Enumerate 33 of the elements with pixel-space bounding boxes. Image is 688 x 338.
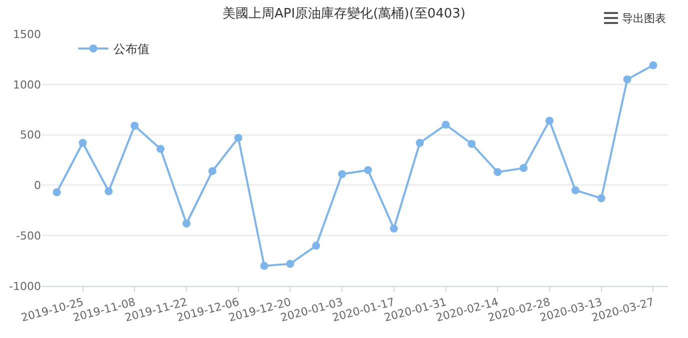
point (649, 61, 658, 70)
point (130, 122, 139, 130)
point (390, 224, 398, 233)
point (442, 120, 450, 129)
y-tick-label: -500 (16, 229, 41, 242)
y-tick-label: 1500 (13, 28, 41, 41)
point (156, 144, 165, 153)
text: 导出图表 (622, 12, 666, 25)
point (52, 188, 61, 196)
chart-title: 美國上周API原油庫存變化(萬桶)(至0403) (222, 6, 466, 22)
legend-label: 公布值 (113, 42, 150, 56)
point (571, 186, 580, 194)
point (182, 220, 190, 228)
point (312, 242, 320, 250)
y-tick-label: -1000 (9, 280, 41, 293)
point (234, 134, 242, 142)
point (416, 138, 424, 147)
point (364, 166, 372, 174)
point (468, 140, 476, 148)
point (338, 170, 346, 178)
point (78, 138, 87, 147)
y-tick-label: 1000 (13, 78, 41, 92)
point (597, 194, 606, 202)
point (104, 187, 113, 196)
point (494, 168, 502, 176)
y-tick-label: 0 (34, 179, 41, 192)
point (545, 116, 554, 125)
point (208, 167, 216, 176)
point (623, 75, 632, 84)
point (286, 260, 294, 268)
point (520, 164, 528, 172)
point (260, 262, 268, 270)
y-tick-label: 500 (20, 128, 41, 142)
